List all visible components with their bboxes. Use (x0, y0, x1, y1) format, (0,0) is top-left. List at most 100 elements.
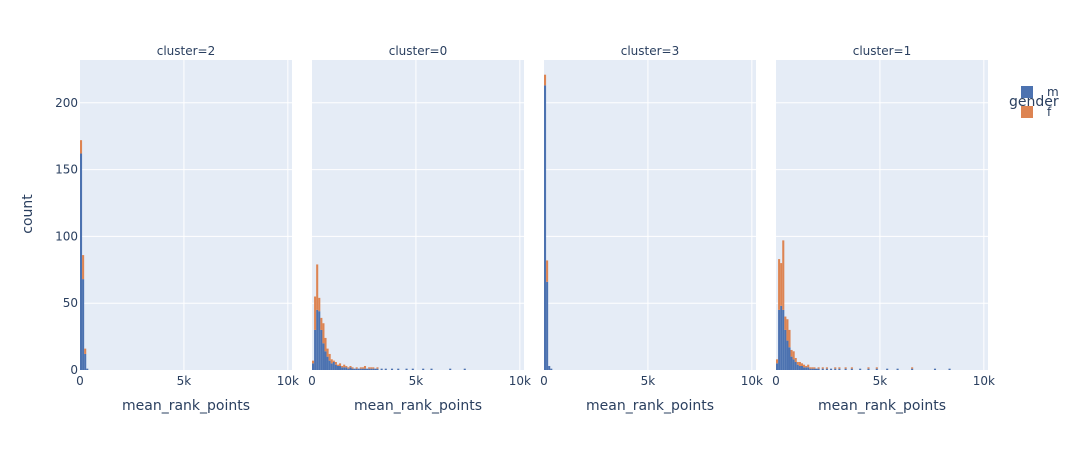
panel-title: cluster=2 (157, 44, 216, 58)
bar-m (370, 368, 373, 370)
x-axis-title: mean_rank_points (818, 398, 946, 414)
bar-f (326, 348, 329, 357)
bar-m (376, 368, 379, 370)
x-tick-label: 0 (772, 374, 780, 388)
legend-item-m[interactable]: m (1021, 85, 1059, 99)
bar-f (82, 255, 85, 280)
panel-background (312, 60, 524, 370)
bar-f (324, 337, 327, 352)
bar-m (778, 309, 781, 370)
bar-m (788, 347, 791, 370)
panel-background (544, 60, 756, 370)
bar-f (339, 363, 342, 366)
bar-f (911, 367, 914, 369)
bar-f (792, 351, 795, 360)
bar-f (312, 360, 315, 364)
legend-item-f[interactable]: f (1021, 105, 1052, 119)
bar-m (548, 365, 551, 370)
bar-m (326, 356, 329, 370)
bar-m (380, 368, 383, 370)
bar-m (803, 367, 806, 370)
bar-f (788, 329, 791, 348)
bar-m (397, 368, 400, 370)
bar-m (449, 368, 452, 370)
bar-m (353, 368, 356, 370)
bar-m (813, 368, 816, 370)
bar-m (896, 368, 899, 370)
bar-f (345, 365, 348, 368)
bar-m (322, 343, 325, 370)
bar-m (341, 367, 344, 370)
bar-m (800, 365, 804, 370)
bar-f (363, 365, 367, 369)
panel-background (776, 60, 988, 370)
bar-f (875, 367, 878, 369)
bar-f (811, 367, 814, 369)
bar-m (334, 364, 337, 370)
x-axis-title: mean_rank_points (354, 398, 482, 414)
bar-f (336, 364, 340, 366)
legend[interactable]: gender mf (1009, 85, 1059, 119)
bar-f (376, 367, 379, 369)
bar-m (796, 364, 799, 370)
bar-m (384, 368, 387, 370)
bar-m (807, 367, 810, 370)
bar-m (366, 368, 369, 370)
bar-m (359, 368, 362, 370)
bar-m (544, 85, 547, 370)
bar-f (314, 296, 317, 330)
bar-m (463, 368, 466, 370)
bar-m (330, 363, 333, 370)
bar-m (422, 368, 425, 370)
bar-f (798, 361, 801, 366)
bar-m (933, 368, 937, 370)
bar-f (546, 260, 549, 282)
panel-title: cluster=1 (853, 44, 912, 58)
bar-f (544, 74, 547, 86)
bar-m (86, 368, 89, 370)
bar-m (374, 368, 377, 370)
bar-m (324, 351, 327, 370)
bar-m (792, 359, 795, 370)
bar-m (351, 368, 354, 370)
bar-f (809, 367, 812, 369)
legend-label: f (1047, 105, 1052, 119)
x-tick-label: 5k (177, 374, 192, 388)
bar-f (368, 367, 371, 369)
panel-background (80, 60, 292, 370)
bar-m (859, 368, 862, 370)
bar-f (796, 361, 799, 365)
legend-swatch (1021, 86, 1033, 98)
bar-m (368, 368, 371, 370)
x-tick-label: 0 (540, 374, 548, 388)
y-tick-label: 150 (55, 163, 78, 177)
bar-f (807, 364, 810, 368)
bar-m (320, 329, 323, 370)
bar-m (318, 311, 321, 370)
x-tick-label: 5k (873, 374, 888, 388)
bar-m (850, 368, 853, 370)
bar-m (875, 368, 878, 370)
bar-f (80, 140, 83, 154)
bar-m (815, 368, 818, 370)
bar-f (813, 367, 816, 369)
x-tick-label: 10k (277, 374, 299, 388)
x-tick-label: 0 (308, 374, 316, 388)
bar-f (318, 297, 321, 312)
legend-items[interactable]: mf (1021, 85, 1059, 119)
bar-m (825, 368, 828, 370)
bar-m (830, 368, 833, 370)
bar-m (794, 361, 797, 370)
bar-m (314, 329, 317, 370)
x-tick-label: 0 (76, 374, 84, 388)
bar-m (336, 365, 340, 370)
bar-m (817, 368, 820, 370)
bar-m (316, 309, 319, 370)
bar-m (776, 363, 779, 370)
y-tick-label: 0 (70, 363, 78, 377)
bar-f (803, 364, 806, 368)
bar-m (357, 368, 360, 370)
bar-f (805, 365, 808, 368)
